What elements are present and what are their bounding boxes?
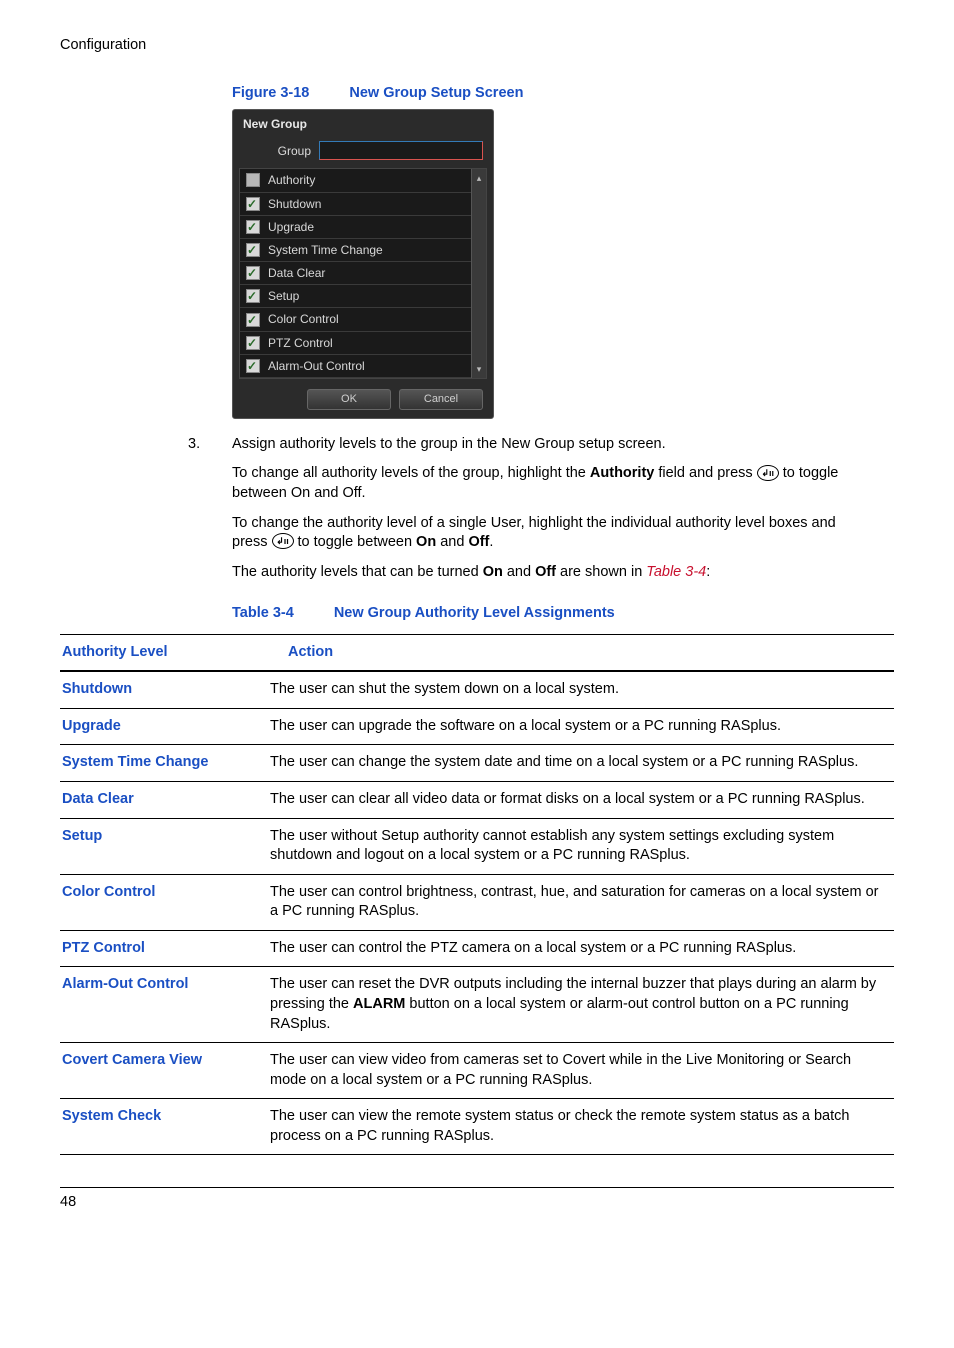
list-item-label: Alarm-Out Control <box>268 358 365 374</box>
row-level: Shutdown <box>60 671 268 708</box>
enter-icon: ↲ıı <box>272 533 294 549</box>
list-item[interactable]: Data Clear <box>240 262 472 285</box>
table-ref: Table 3-4 <box>646 564 706 580</box>
authority-header-label: Authority <box>268 172 315 188</box>
checkbox-icon[interactable] <box>246 359 260 373</box>
row-level: System Time Change <box>60 745 268 782</box>
table-row: Alarm-Out ControlThe user can reset the … <box>60 967 894 1043</box>
th-action: Action <box>268 634 894 671</box>
dialog-buttons: OK Cancel <box>233 379 493 412</box>
row-action: The user can clear all video data or for… <box>268 782 894 819</box>
checkbox-icon[interactable] <box>246 289 260 303</box>
table-row: Covert Camera ViewThe user can view vide… <box>60 1043 894 1099</box>
authority-table: Authority Level Action ShutdownThe user … <box>60 634 894 1156</box>
row-action: The user can control brightness, contras… <box>268 874 894 930</box>
list-item[interactable]: Color Control <box>240 308 472 331</box>
figure-caption: Figure 3-18 New Group Setup Screen <box>232 84 894 104</box>
row-action: The user can view video from cameras set… <box>268 1043 894 1099</box>
list-item[interactable]: Setup <box>240 285 472 308</box>
checkbox-icon[interactable] <box>246 243 260 257</box>
group-row: Group <box>233 138 493 168</box>
table-caption: Table 3-4 New Group Authority Level Assi… <box>232 604 894 624</box>
checkbox-icon[interactable] <box>246 313 260 327</box>
row-level: Data Clear <box>60 782 268 819</box>
scrollbar[interactable]: ▴ ▾ <box>471 169 486 378</box>
checkbox-icon[interactable] <box>246 197 260 211</box>
list-item-label: Shutdown <box>268 196 321 212</box>
row-action: The user can shut the system down on a l… <box>268 671 894 708</box>
row-action: The user can upgrade the software on a l… <box>268 708 894 745</box>
checkbox-icon[interactable] <box>246 220 260 234</box>
row-level: Upgrade <box>60 708 268 745</box>
authority-list: Authority Shutdown Upgrade System Time C… <box>239 168 487 379</box>
step-body: Assign authority levels to the group in … <box>232 435 894 592</box>
row-level: Setup <box>60 818 268 874</box>
row-level: System Check <box>60 1099 268 1155</box>
cancel-button[interactable]: Cancel <box>399 389 483 410</box>
step-line-1: Assign authority levels to the group in … <box>232 435 874 455</box>
row-action: The user can reset the DVR outputs inclu… <box>268 967 894 1043</box>
row-action: The user can control the PTZ camera on a… <box>268 930 894 967</box>
step-line-3: To change the authority level of a singl… <box>232 514 874 553</box>
group-label: Group <box>243 143 319 159</box>
page-footer: 48 <box>60 1187 894 1213</box>
row-level: Covert Camera View <box>60 1043 268 1099</box>
checkbox-icon[interactable] <box>246 336 260 350</box>
authority-header-row: Authority <box>240 169 472 192</box>
list-item[interactable]: Upgrade <box>240 216 472 239</box>
dialog-screenshot: New Group Group Authority Shutdown Upgra… <box>232 109 894 419</box>
row-level: PTZ Control <box>60 930 268 967</box>
table-label: Table 3-4 <box>232 605 294 621</box>
list-item-label: Setup <box>268 288 299 304</box>
ok-button[interactable]: OK <box>307 389 391 410</box>
table-row: Data ClearThe user can clear all video d… <box>60 782 894 819</box>
page-number: 48 <box>60 1194 76 1210</box>
step-line-4: The authority levels that can be turned … <box>232 563 874 583</box>
th-level: Authority Level <box>60 634 268 671</box>
step-3: 3. Assign authority levels to the group … <box>188 435 894 592</box>
list-item-label: System Time Change <box>268 242 383 258</box>
row-level: Color Control <box>60 874 268 930</box>
table-row: SetupThe user without Setup authority ca… <box>60 818 894 874</box>
list-item-label: PTZ Control <box>268 335 333 351</box>
table-row: Color ControlThe user can control bright… <box>60 874 894 930</box>
row-action: The user can view the remote system stat… <box>268 1099 894 1155</box>
figure-label: Figure 3-18 <box>232 85 309 101</box>
list-item[interactable]: PTZ Control <box>240 332 472 355</box>
scroll-up-icon[interactable]: ▴ <box>477 172 482 184</box>
step-number: 3. <box>188 435 232 592</box>
table-row: UpgradeThe user can upgrade the software… <box>60 708 894 745</box>
group-input[interactable] <box>319 141 483 160</box>
figure-title: New Group Setup Screen <box>349 85 523 101</box>
row-action: The user without Setup authority cannot … <box>268 818 894 874</box>
table-title: New Group Authority Level Assignments <box>334 605 615 621</box>
scroll-down-icon[interactable]: ▾ <box>477 363 482 375</box>
enter-icon: ↲ıı <box>757 465 779 481</box>
new-group-dialog: New Group Group Authority Shutdown Upgra… <box>232 109 494 419</box>
list-item-label: Data Clear <box>268 265 325 281</box>
table-row: PTZ ControlThe user can control the PTZ … <box>60 930 894 967</box>
table-row: System Time ChangeThe user can change th… <box>60 745 894 782</box>
list-item-label: Color Control <box>268 311 339 327</box>
checkbox-icon[interactable] <box>246 266 260 280</box>
row-action: The user can change the system date and … <box>268 745 894 782</box>
list-item[interactable]: Alarm-Out Control <box>240 355 472 378</box>
list-item-label: Upgrade <box>268 219 314 235</box>
authority-header-checkbox[interactable] <box>246 173 260 187</box>
dialog-title: New Group <box>233 114 493 138</box>
step-line-2: To change all authority levels of the gr… <box>232 464 874 503</box>
table-row: System CheckThe user can view the remote… <box>60 1099 894 1155</box>
page-header: Configuration <box>60 36 894 56</box>
list-item[interactable]: Shutdown <box>240 193 472 216</box>
list-item[interactable]: System Time Change <box>240 239 472 262</box>
section-title: Configuration <box>60 37 146 53</box>
row-level: Alarm-Out Control <box>60 967 268 1043</box>
table-row: ShutdownThe user can shut the system dow… <box>60 671 894 708</box>
